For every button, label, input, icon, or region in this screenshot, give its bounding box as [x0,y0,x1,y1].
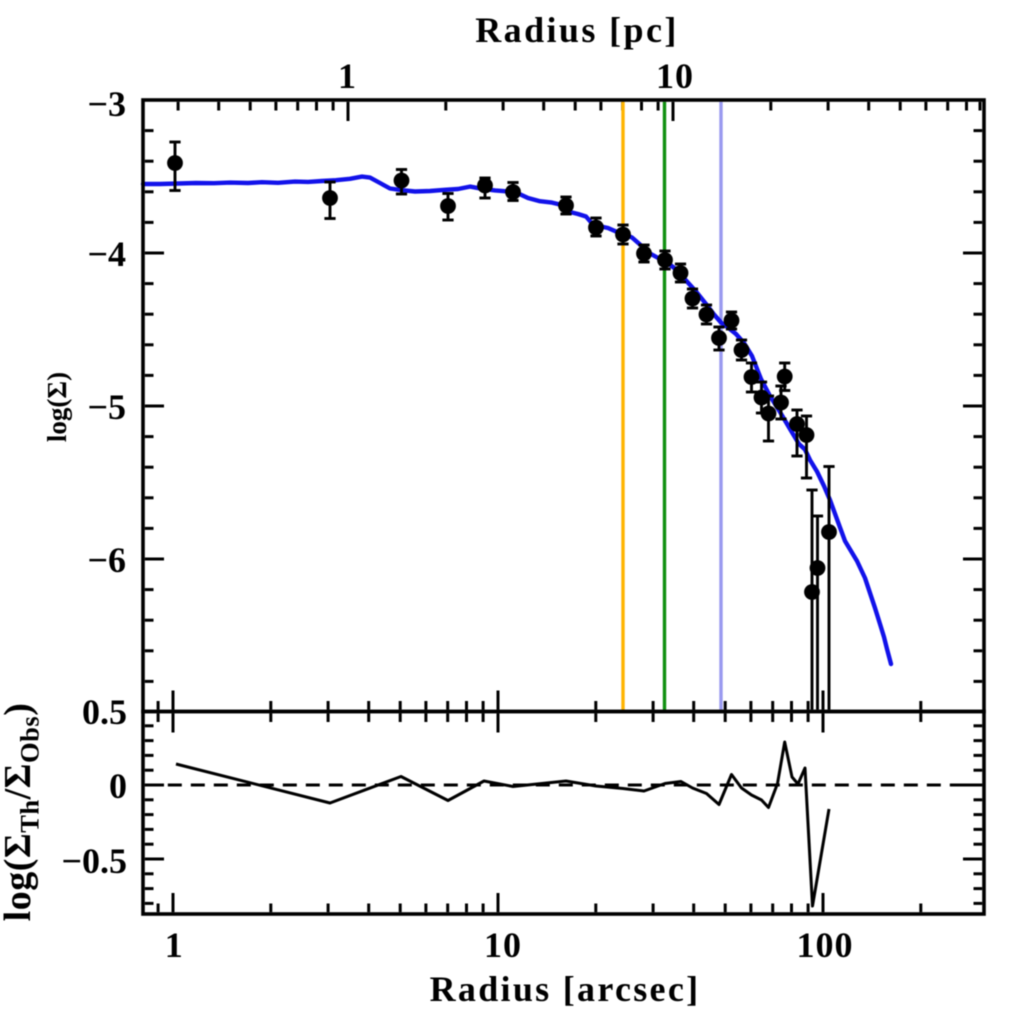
svg-text:log(Σ): log(Σ) [42,372,72,442]
svg-text:−5: −5 [87,387,126,427]
svg-text:−6: −6 [87,540,126,580]
svg-text:100: 100 [797,925,854,965]
svg-text:1: 1 [338,56,356,96]
svg-text:Radius [arcsec]: Radius [arcsec] [430,969,701,1009]
svg-text:10: 10 [656,56,694,96]
svg-text:0.5: 0.5 [82,692,127,732]
svg-text:−4: −4 [87,234,126,274]
svg-text:−3: −3 [87,84,126,124]
svg-text:Radius [pc]: Radius [pc] [475,10,678,50]
svg-text:10: 10 [484,925,522,965]
svg-text:−0.5: −0.5 [61,841,127,881]
svg-text:1: 1 [165,925,183,965]
svg-text:0: 0 [109,766,127,806]
